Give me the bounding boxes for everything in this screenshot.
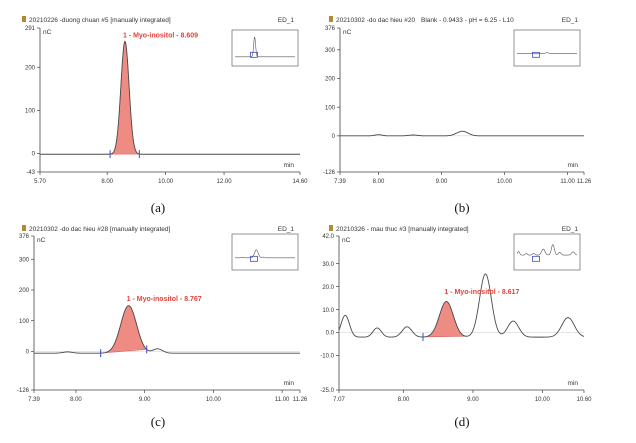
x-tick-label: 10.00 bbox=[206, 397, 222, 403]
x-tick-label: 10.60 bbox=[576, 397, 592, 403]
panel-caption: (a) bbox=[151, 200, 165, 215]
integrated-peak-area bbox=[109, 40, 141, 155]
y-tick-label: -126 bbox=[17, 388, 30, 394]
y-unit-label: nC bbox=[37, 237, 46, 244]
overview-inset bbox=[231, 29, 299, 67]
header-icon bbox=[22, 225, 26, 231]
y-tick-label: 0 bbox=[26, 350, 30, 356]
x-tick-label: 14.60 bbox=[292, 179, 308, 185]
y-tick-label: 200 bbox=[325, 77, 336, 83]
overview-zoom-box bbox=[250, 255, 258, 262]
header-extra: Blank - 0.9433 - pH = 6.25 - L10 bbox=[421, 17, 514, 24]
x-tick-label: 9.00 bbox=[436, 179, 448, 185]
y-tick-label: 100 bbox=[25, 109, 36, 115]
y-unit-label: nC bbox=[43, 29, 52, 36]
x-tick-label: 11.00 bbox=[560, 179, 575, 185]
x-tick-label: 11.26 bbox=[577, 179, 592, 185]
trace-label: ED_1 bbox=[562, 17, 579, 24]
header-icon bbox=[329, 16, 333, 22]
y-tick-label: 0 bbox=[32, 152, 36, 158]
header-title: 20210302 -do dac hieu #28 [manually inte… bbox=[29, 226, 170, 233]
y-tick-label: 300 bbox=[325, 48, 336, 54]
x-tick-label: 7.39 bbox=[28, 397, 40, 403]
y-tick-label: 10.0 bbox=[322, 308, 334, 314]
x-tick-label: 9.00 bbox=[467, 397, 479, 403]
x-tick-label: 8.00 bbox=[398, 397, 410, 403]
x-tick-label: 11.00 bbox=[275, 397, 290, 403]
x-tick-label: 10.00 bbox=[535, 397, 551, 403]
chromatogram-trace bbox=[40, 40, 300, 155]
overview-inset bbox=[513, 29, 581, 67]
chromatogram-trace bbox=[34, 305, 300, 354]
y-tick-label: 200 bbox=[25, 65, 36, 71]
panel-caption: (d) bbox=[454, 414, 469, 429]
panel-caption: (b) bbox=[454, 200, 469, 215]
chromatogram-panel-c: 20210302 -do dac hieu #28 [manually inte… bbox=[17, 225, 308, 429]
y-tick-label: 42.0 bbox=[322, 234, 334, 240]
y-tick-label: 376 bbox=[19, 234, 30, 240]
trace-label: ED_1 bbox=[562, 226, 579, 233]
header-icon bbox=[329, 225, 333, 231]
x-tick-label: 10.00 bbox=[158, 179, 174, 185]
overview-trace bbox=[517, 52, 577, 54]
y-unit-label: nC bbox=[342, 237, 351, 244]
chromatogram-trace bbox=[338, 273, 585, 338]
chromatogram-trace bbox=[340, 130, 584, 137]
overview-trace bbox=[516, 243, 578, 256]
peak-label: 1 - Myo-inositol - 8.767 bbox=[127, 296, 202, 303]
x-tick-label: 8.00 bbox=[101, 179, 113, 185]
overview-zoom-box bbox=[532, 51, 540, 58]
y-tick-label: 100 bbox=[325, 105, 336, 111]
y-unit-label: nC bbox=[343, 29, 352, 36]
x-tick-label: 9.00 bbox=[139, 397, 151, 403]
overview-trace bbox=[235, 249, 295, 259]
y-tick-label: -10.0 bbox=[320, 354, 334, 360]
peak-label: 1 - Myo-inositol - 8.609 bbox=[123, 33, 198, 40]
x-tick-label: 7.07 bbox=[333, 397, 345, 403]
x-tick-label: 7.39 bbox=[334, 179, 346, 185]
overview-zoom-box bbox=[250, 51, 258, 58]
x-tick-label: 8.00 bbox=[373, 179, 385, 185]
overview-inset bbox=[513, 233, 581, 271]
x-unit-label: min bbox=[568, 162, 579, 169]
x-tick-label: 5.70 bbox=[34, 179, 46, 185]
header-icon bbox=[22, 16, 26, 22]
x-tick-label: 12.00 bbox=[217, 179, 233, 185]
y-tick-label: 376 bbox=[325, 26, 336, 32]
x-unit-label: min bbox=[568, 380, 579, 387]
overview-inset bbox=[231, 233, 299, 271]
header-title: 20210302 -do dac hieu #20 bbox=[336, 17, 416, 24]
chromatogram-panel-a: 20210226 -duong chuan #5 [manually integ… bbox=[22, 16, 308, 215]
peak-label: 1 - Myo-inositol - 8.617 bbox=[444, 289, 519, 296]
header-title: 20210326 - mau thuc #3 [manually integra… bbox=[336, 226, 469, 233]
y-tick-label: 30.0 bbox=[322, 262, 334, 268]
y-tick-label: -25.0 bbox=[320, 388, 334, 394]
integrated-peak-area bbox=[422, 301, 468, 338]
x-tick-label: 8.00 bbox=[70, 397, 82, 403]
x-unit-label: min bbox=[284, 162, 295, 169]
chromatogram-panel-b: 20210302 -do dac hieu #20 Blank - 0.9433 … bbox=[323, 16, 592, 215]
header-title: 20210226 -duong chuan #5 [manually integ… bbox=[29, 17, 171, 24]
y-tick-label: 200 bbox=[19, 288, 30, 294]
panel-caption: (c) bbox=[151, 414, 165, 429]
y-tick-label: 300 bbox=[19, 258, 30, 264]
x-tick-label: 11.26 bbox=[293, 397, 308, 403]
x-unit-label: min bbox=[284, 380, 295, 387]
x-tick-label: 10.00 bbox=[497, 179, 513, 185]
overview-zoom-box bbox=[532, 255, 540, 262]
y-tick-label: -43 bbox=[26, 170, 35, 176]
chromatogram-panel-d: 20210326 - mau thuc #3 [manually integra… bbox=[320, 225, 592, 429]
y-tick-label: 0 bbox=[332, 134, 336, 140]
overview-trace bbox=[235, 36, 295, 58]
y-tick-label: 100 bbox=[19, 319, 30, 325]
y-tick-label: 0.0 bbox=[326, 331, 335, 337]
y-tick-label: 20.0 bbox=[322, 285, 334, 291]
trace-label: ED_1 bbox=[278, 17, 295, 24]
y-tick-label: 291 bbox=[25, 26, 36, 32]
y-tick-label: -126 bbox=[323, 170, 336, 176]
trace-label: ED_1 bbox=[278, 226, 295, 233]
